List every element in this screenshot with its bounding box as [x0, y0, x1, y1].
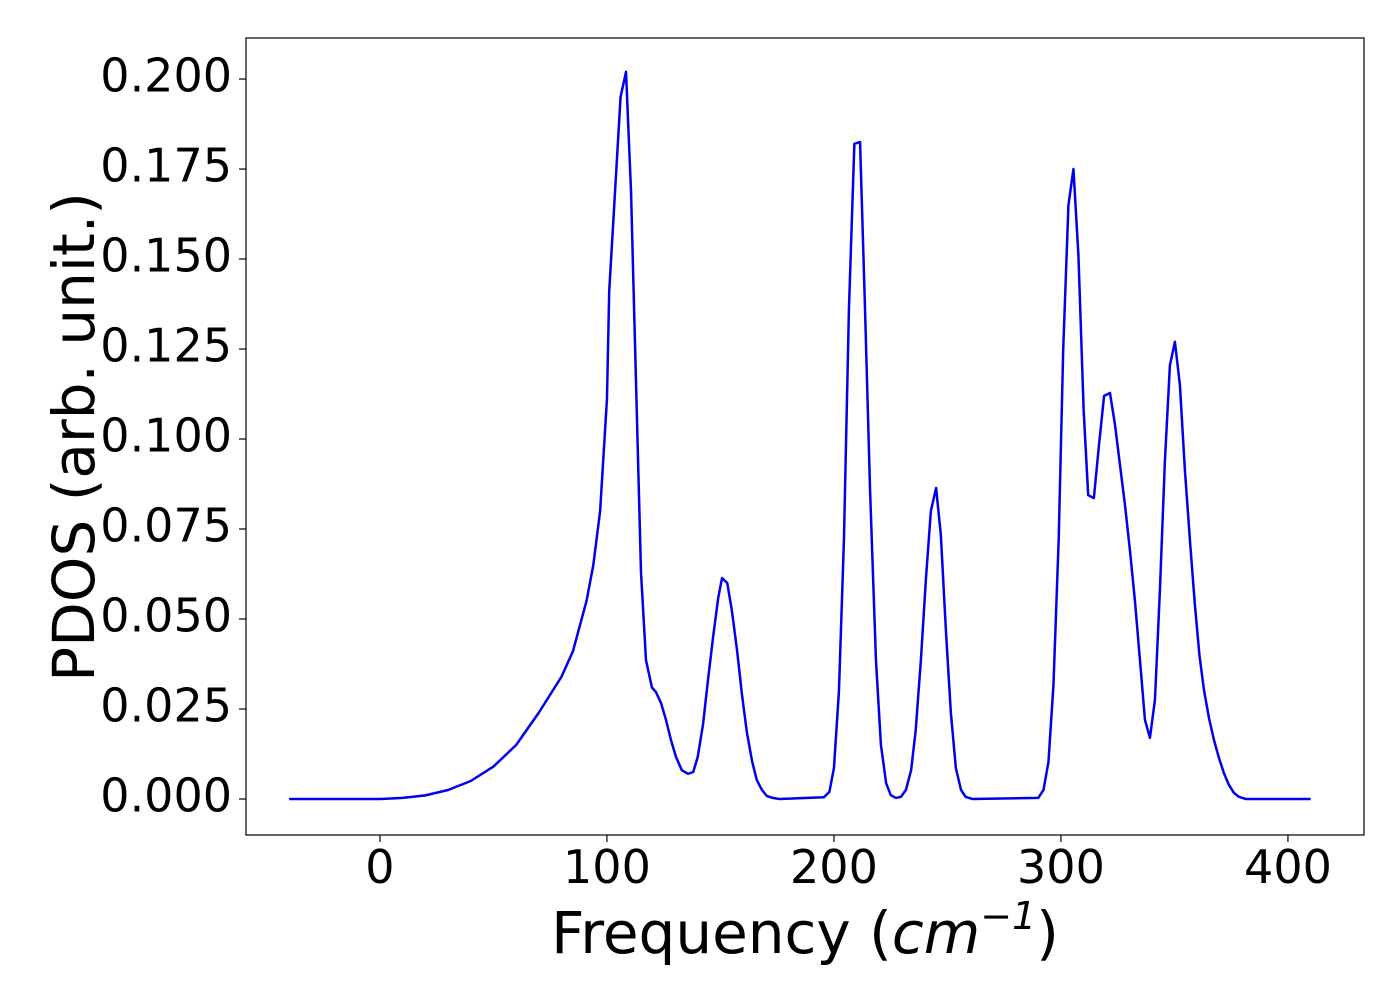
y-tick-label: 0.125 [100, 319, 232, 373]
x-tick-label: 300 [1017, 840, 1105, 894]
y-tick-label: 0.100 [100, 409, 232, 463]
y-axis-label: PDOS (arb. unit.) [40, 192, 108, 682]
x-tick-label: 200 [790, 840, 878, 894]
x-label-exponent: −1 [980, 894, 1036, 938]
y-tick-label: 0.150 [100, 229, 232, 283]
x-label-unit: cm [892, 899, 980, 967]
line [289, 70, 1311, 801]
x-tick-label: 0 [365, 840, 394, 894]
y-tick-label: 0.175 [100, 139, 232, 193]
y-tick-label: 0.025 [100, 679, 232, 733]
y-tick-label: 0.000 [100, 769, 232, 823]
x-tick-label: 100 [563, 840, 651, 894]
x-label-text: Frequency ( [551, 899, 892, 967]
x-tick-label: 400 [1244, 840, 1332, 894]
y-tick-label: 0.200 [100, 49, 232, 103]
y-tick-label: 0.050 [100, 589, 232, 643]
y-tick-label: 0.075 [100, 499, 232, 553]
plot-frame [245, 37, 1365, 836]
x-label-close: ) [1036, 899, 1059, 967]
x-axis-label: Frequency (cm−1) [551, 894, 1059, 967]
